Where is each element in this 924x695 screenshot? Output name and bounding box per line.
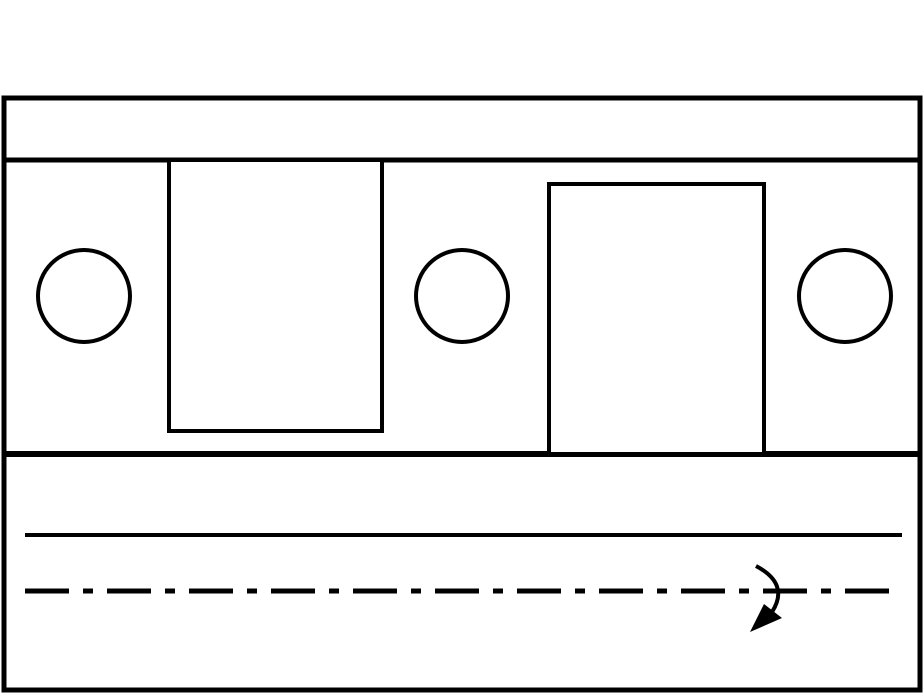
rotor-blade-row (547, 182, 766, 456)
station-circle-1 (36, 248, 132, 344)
outer-frame (1, 95, 923, 693)
station-circle-3 (797, 248, 893, 344)
rotation-arrow-icon (750, 564, 782, 632)
station-marker-3 (797, 248, 893, 344)
station-marker-1 (36, 248, 132, 344)
station-circle-2 (414, 248, 510, 344)
hub-hatch (4, 451, 920, 537)
station-marker-2 (414, 248, 510, 344)
stator-blade-row (167, 158, 384, 433)
stator-box (167, 158, 384, 433)
rotor-box (547, 182, 766, 456)
